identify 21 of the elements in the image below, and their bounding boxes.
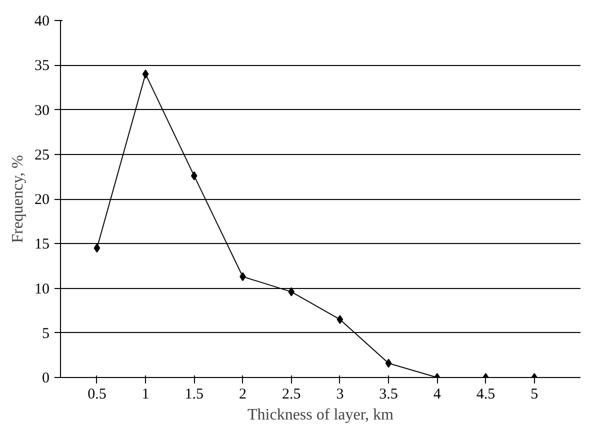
x-tick-label: 4.5: [476, 386, 496, 402]
x-tick-label: 1.5: [184, 386, 204, 402]
x-tick-label: 3: [336, 386, 344, 402]
y-tick-label: 20: [34, 192, 50, 208]
x-tick-label: 1: [142, 386, 150, 402]
y-tick-label: 5: [42, 326, 50, 342]
x-axis-title: Thickness of layer, km: [248, 406, 394, 424]
y-tick-label: 35: [34, 58, 50, 74]
x-tick-label: 3.5: [379, 386, 398, 402]
y-tick-label: 15: [34, 236, 50, 253]
y-axis-title: Frequency, %: [10, 155, 26, 243]
x-tick-label: 2: [238, 386, 246, 402]
y-tick-label: 30: [34, 102, 50, 119]
x-tick-label: 5: [530, 386, 538, 402]
x-tick-label: 2.5: [282, 386, 301, 402]
y-tick-label: 25: [34, 147, 50, 164]
y-tick-label: 40: [34, 14, 50, 30]
x-tick-label: 4: [433, 386, 442, 402]
y-tick-label: 10: [34, 281, 50, 298]
x-tick-label: 0.5: [88, 386, 106, 402]
y-tick-label: 0: [42, 370, 50, 386]
